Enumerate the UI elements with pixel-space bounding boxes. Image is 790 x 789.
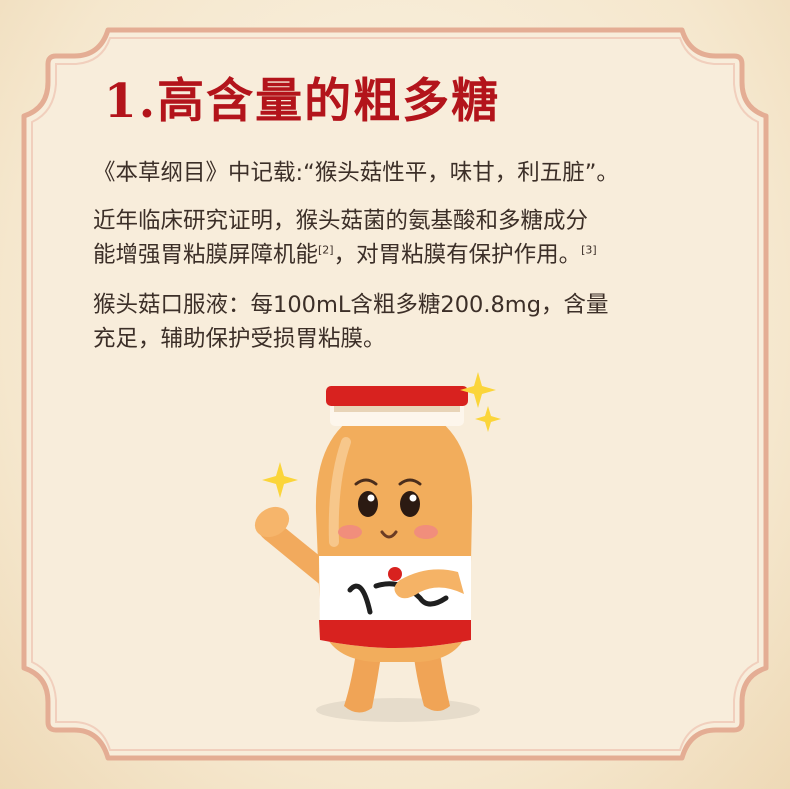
research-line-1: 近年临床研究证明，猴头菇菌的氨基酸和多糖成分	[93, 208, 589, 234]
sparkle-icon	[475, 406, 501, 432]
sparkle-icon	[460, 372, 496, 408]
citation-2: [2]	[318, 243, 334, 257]
brand-script-mark	[347, 581, 449, 615]
research-line-2b: ，对胃粘膜有保护作用。	[333, 242, 582, 268]
quote-paragraph: 《本草纲目》中记载:“猴头菇性平，味甘，利五脏”。	[93, 160, 619, 186]
bottle-mascot-illustration	[254, 372, 501, 722]
product-line-1: 猴头菇口服液：每100mL含粗多糖200.8mg，含量	[93, 292, 609, 318]
section-heading: 1.高含量的粗多糖	[104, 74, 501, 129]
product-line-2: 充足，辅助保护受损胃粘膜。	[93, 326, 386, 352]
citation-3: [3]	[581, 243, 597, 257]
brand-logo-icon	[388, 567, 402, 581]
sparkle-icon	[262, 462, 298, 498]
product-paragraph: 猴头菇口服液：每100mL含粗多糖200.8mg，含量 充足，辅助保护受损胃粘膜…	[93, 288, 713, 356]
research-paragraph: 近年临床研究证明，猴头菇菌的氨基酸和多糖成分 能增强胃粘膜屏障机能[2]，对胃粘…	[93, 204, 713, 272]
research-line-2a: 能增强胃粘膜屏障机能	[93, 242, 319, 268]
